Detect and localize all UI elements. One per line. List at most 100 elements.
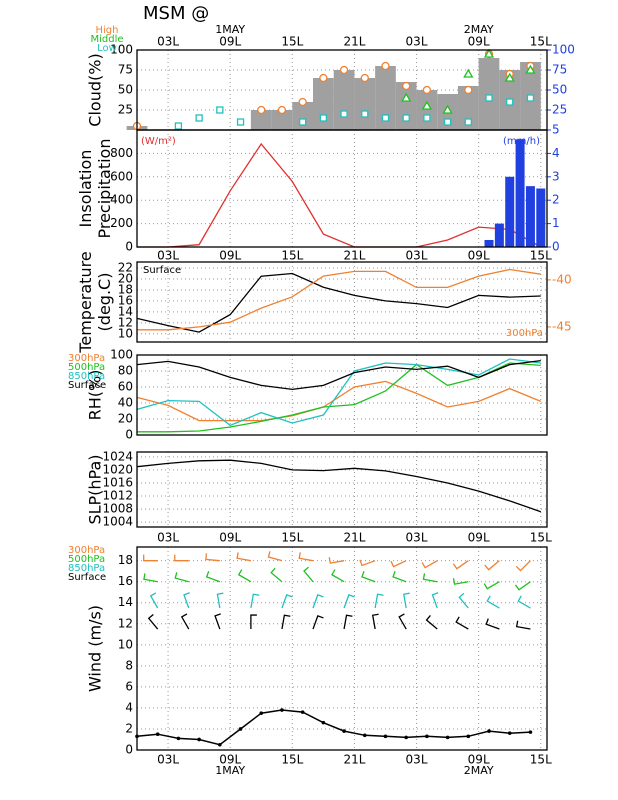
time-label: 15L bbox=[281, 753, 303, 767]
y-tick-label: 20 bbox=[118, 271, 133, 285]
y-axis-label: Precipitation bbox=[95, 138, 114, 238]
high-marker bbox=[402, 81, 411, 91]
wind-barb bbox=[517, 595, 531, 609]
y-tick-label: 18 bbox=[118, 553, 133, 567]
legend-label: (mm/h) bbox=[503, 136, 540, 147]
panel-frame bbox=[136, 261, 548, 343]
y-tick-label: 16 bbox=[118, 293, 133, 307]
time-label: 03L bbox=[406, 249, 428, 263]
time-label: 15L bbox=[281, 531, 303, 545]
time-label: 21L bbox=[343, 249, 365, 263]
y2-tick-label: 1 bbox=[552, 216, 560, 230]
y-tick-label: 10 bbox=[118, 637, 133, 651]
wind-barb bbox=[250, 614, 257, 630]
time-label: 21L bbox=[343, 753, 365, 767]
middle-marker bbox=[525, 64, 536, 74]
y2-tick-label: 4 bbox=[552, 146, 560, 160]
y2-tick-label: 50 bbox=[552, 83, 567, 97]
date-label: 1MAY bbox=[215, 764, 245, 777]
high-marker bbox=[298, 97, 307, 107]
time-label: 09L bbox=[468, 531, 490, 545]
line bbox=[137, 268, 541, 331]
legend-label: Low bbox=[97, 43, 117, 54]
time-label: 09L bbox=[468, 753, 490, 767]
wind-barb bbox=[343, 594, 355, 609]
wind-barb bbox=[458, 592, 469, 609]
cloud-bar bbox=[457, 86, 479, 130]
wind-speed-line bbox=[136, 709, 531, 746]
wind-barb bbox=[214, 613, 221, 630]
wind-speed-dot bbox=[425, 734, 429, 739]
wind-barb bbox=[455, 616, 469, 630]
wind-barb bbox=[281, 614, 291, 630]
y-tick-label: 80 bbox=[118, 364, 133, 378]
legend-label: 500hPa bbox=[68, 554, 105, 565]
time-label: 15L bbox=[281, 249, 303, 263]
wind-speed-dot bbox=[259, 711, 264, 715]
time-label: 15L bbox=[530, 531, 552, 545]
wind-speed-dot bbox=[176, 736, 181, 741]
wind-speed-dot bbox=[362, 733, 367, 738]
legend-label: 300hPa bbox=[68, 545, 105, 556]
time-label: 09L bbox=[468, 35, 490, 49]
time-label: 03L bbox=[157, 35, 179, 49]
wind-barb bbox=[270, 567, 283, 583]
wind-barb bbox=[515, 620, 531, 630]
low-marker bbox=[464, 118, 472, 126]
wind-barb bbox=[281, 594, 293, 609]
legend-label: High bbox=[96, 25, 119, 36]
wind-barb bbox=[312, 615, 324, 630]
wind-speed-dot bbox=[280, 708, 284, 712]
wind-barb bbox=[515, 560, 531, 572]
y-tick-label: 22 bbox=[118, 261, 133, 275]
low-marker bbox=[423, 114, 431, 122]
wind-barb bbox=[180, 613, 190, 630]
wind-barb bbox=[216, 592, 224, 609]
low-marker bbox=[236, 118, 245, 126]
panel-frame bbox=[136, 451, 548, 528]
high-marker bbox=[319, 73, 328, 83]
date-label: 2MAY bbox=[464, 23, 494, 36]
time-label: 15L bbox=[281, 35, 303, 49]
time-label: 15L bbox=[530, 753, 552, 767]
y-tick-label: 12 bbox=[118, 616, 133, 630]
low-marker bbox=[381, 114, 390, 122]
wind-speed-dot bbox=[342, 729, 346, 733]
legend-label: Surface bbox=[68, 572, 106, 583]
y-tick-label: 12 bbox=[118, 315, 133, 329]
y2-tick-label: -45 bbox=[552, 319, 572, 333]
y-tick-label: 18 bbox=[118, 282, 133, 296]
precip-bar bbox=[505, 176, 515, 247]
wind-speed-dot bbox=[197, 737, 201, 742]
precip-bar bbox=[515, 139, 525, 247]
date-label: 1MAY bbox=[215, 23, 245, 36]
wind-speed-dot bbox=[218, 742, 222, 747]
low-marker bbox=[319, 114, 328, 122]
time-label: 21L bbox=[343, 35, 365, 49]
y-tick-label: 20 bbox=[118, 412, 133, 426]
wind-speed-dot bbox=[487, 729, 491, 733]
low-marker bbox=[340, 110, 348, 118]
wind-speed-dot bbox=[238, 727, 243, 731]
time-label: 03L bbox=[157, 753, 179, 767]
y-tick-label: 1012 bbox=[102, 489, 133, 503]
middle-marker bbox=[421, 100, 433, 110]
y-tick-label: 400 bbox=[110, 193, 133, 207]
y-tick-label: 0 bbox=[125, 240, 133, 254]
low-marker bbox=[443, 118, 452, 126]
middle-marker bbox=[483, 48, 495, 58]
y-tick-label: 1016 bbox=[102, 475, 133, 489]
middle-marker bbox=[504, 72, 515, 82]
cloud-bar bbox=[292, 102, 314, 130]
y2-tick-label: -40 bbox=[552, 272, 572, 286]
line bbox=[137, 362, 541, 433]
legend-label: 850hPa bbox=[68, 563, 105, 574]
y2-tick-label: 5 bbox=[552, 123, 560, 137]
y-tick-label: 10 bbox=[118, 326, 133, 340]
date-label: 2MAY bbox=[464, 764, 494, 777]
y-tick-label: 75 bbox=[118, 63, 133, 77]
wind-barb bbox=[425, 615, 438, 630]
precip-bar bbox=[484, 239, 494, 247]
precip-bar bbox=[525, 186, 535, 247]
y-tick-label: 0 bbox=[125, 743, 133, 757]
